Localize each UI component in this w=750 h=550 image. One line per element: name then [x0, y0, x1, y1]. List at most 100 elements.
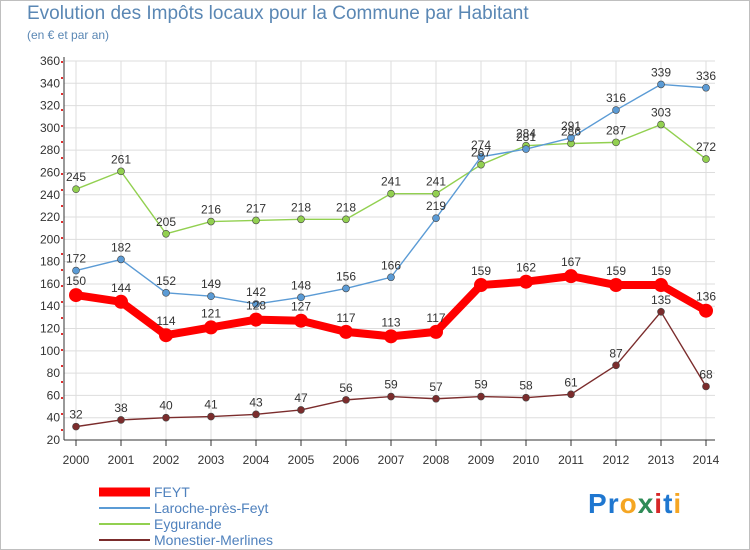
data-point: [612, 138, 620, 147]
data-label: 159: [606, 264, 626, 278]
data-point: [249, 312, 263, 327]
data-point: [387, 273, 395, 282]
data-label: 274: [471, 138, 491, 152]
y-tick-label: 140: [40, 299, 60, 313]
data-label: 128: [246, 299, 266, 313]
data-label: 59: [474, 378, 488, 392]
data-label: 218: [336, 200, 356, 214]
data-point: [384, 329, 398, 344]
data-label: 152: [156, 274, 176, 288]
x-tick-label: 2004: [243, 453, 270, 467]
data-label: 150: [66, 274, 86, 288]
data-label: 284: [516, 127, 536, 141]
data-point: [567, 390, 575, 399]
data-label: 136: [696, 290, 716, 304]
data-point: [207, 292, 215, 301]
data-point: [432, 214, 440, 222]
data-point: [117, 416, 125, 424]
data-point: [207, 217, 215, 226]
data-label: 127: [291, 300, 311, 314]
data-label: 267: [471, 146, 491, 160]
y-tick-label: 100: [40, 344, 60, 358]
x-tick-label: 2000: [63, 453, 90, 467]
data-label: 241: [381, 175, 401, 189]
x-tick-label: 2007: [378, 453, 405, 467]
data-point: [567, 134, 575, 142]
y-tick-label: 200: [40, 232, 60, 246]
data-label: 159: [651, 264, 671, 278]
data-point: [252, 410, 260, 419]
data-label: 40: [159, 399, 173, 413]
data-point: [612, 361, 620, 370]
data-point: [429, 324, 443, 339]
data-label: 245: [66, 170, 86, 184]
data-label: 182: [111, 240, 131, 254]
logo-letter: P: [588, 488, 608, 519]
data-label: 149: [201, 277, 221, 291]
y-tick-label: 360: [40, 54, 60, 68]
legend-label: FEYT: [154, 484, 190, 500]
data-label: 38: [114, 401, 128, 415]
data-point: [72, 185, 80, 193]
data-label: 281: [516, 130, 536, 144]
y-tick-label: 120: [40, 322, 60, 336]
x-tick-label: 2013: [648, 453, 675, 467]
logo-letter: i: [673, 488, 683, 519]
data-label: 339: [651, 65, 671, 79]
data-point: [117, 167, 125, 176]
data-point: [654, 278, 668, 293]
logo-letter: o: [619, 488, 638, 519]
data-label: 144: [111, 281, 131, 295]
data-label: 117: [336, 311, 355, 325]
series-lines: [69, 80, 713, 431]
data-label: 272: [696, 140, 716, 154]
y-tick-label: 280: [40, 143, 60, 157]
data-point: [474, 278, 488, 293]
data-label: 286: [561, 124, 581, 138]
x-tick-label: 2005: [288, 453, 315, 467]
data-labels: 150 144 114 121 128 127 117 113 117 159 162 167 159 1…: [66, 65, 716, 421]
data-label: 59: [384, 378, 398, 392]
data-label: 336: [696, 69, 716, 83]
data-point: [162, 289, 170, 297]
data-point: [702, 382, 710, 391]
x-tick-label: 2002: [153, 453, 180, 467]
data-label: 217: [246, 201, 266, 215]
x-tick-label: 2010: [513, 453, 540, 467]
x-tick-label: 2009: [468, 453, 495, 467]
data-point: [159, 328, 173, 343]
data-point: [432, 189, 440, 198]
data-label: 205: [156, 215, 176, 229]
data-point: [612, 106, 620, 114]
y-tick-label: 240: [40, 188, 60, 202]
data-point: [657, 308, 665, 316]
data-point: [702, 83, 710, 92]
axes: 20 40 60 80 100 120 140 160 180 200 220 240 260 280 30…: [40, 54, 720, 467]
data-point: [387, 392, 395, 401]
data-point: [387, 189, 395, 198]
y-tick-label: 220: [40, 210, 60, 224]
data-point: [477, 392, 485, 401]
data-label: 57: [429, 380, 443, 394]
data-point: [609, 278, 623, 293]
data-label: 148: [291, 278, 311, 292]
data-label: 58: [519, 379, 533, 393]
x-tick-label: 2008: [423, 453, 450, 467]
data-point: [207, 412, 215, 421]
data-label: 159: [471, 264, 491, 278]
legend-label: Monestier-Merlines: [154, 532, 273, 548]
logo-letter: r: [607, 488, 620, 519]
data-label: 166: [381, 258, 401, 272]
data-point: [117, 255, 125, 264]
data-point: [339, 324, 353, 339]
data-point: [252, 300, 260, 308]
y-tick-label: 180: [40, 255, 60, 269]
chart-subtitle: (en € et par an): [27, 28, 110, 42]
data-label: 172: [66, 252, 86, 266]
y-tick-label: 80: [47, 366, 61, 380]
data-label: 241: [426, 175, 446, 189]
legend: FEYTLaroche-près-FeytEygurandeMonestier-…: [99, 484, 273, 548]
data-point: [294, 313, 308, 328]
